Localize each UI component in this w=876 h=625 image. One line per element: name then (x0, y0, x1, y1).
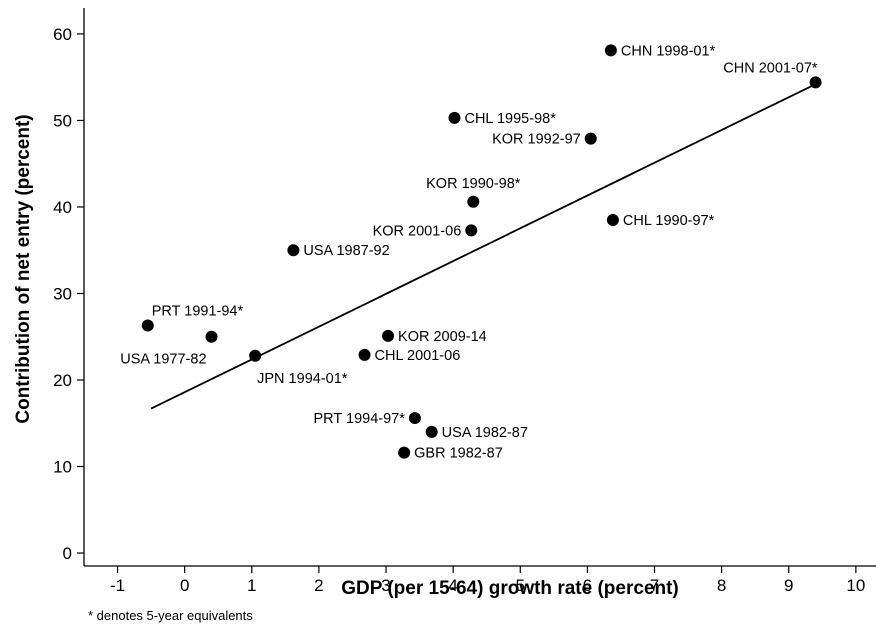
x-axis-title: GDP (per 15-64) growth rate (percent) (341, 578, 679, 599)
point-label: CHL 1995-98* (464, 111, 556, 127)
x-tick-label: 2 (314, 576, 323, 595)
x-tick-label: 10 (846, 576, 865, 595)
data-point (809, 76, 822, 89)
fit-line (150, 83, 816, 410)
scatter-chart: 0 10 20 30 40 50 60 -1 0 1 2 3 4 5 6 7 8 9 10 CHN 1998-01*… (13, 8, 876, 599)
data-point (606, 213, 619, 226)
x-tick-label: 5 (516, 576, 525, 595)
y-tick-label: 60 (53, 25, 72, 44)
y-tick-label: 0 (63, 544, 72, 563)
point-label: CHL 1990-97* (623, 213, 715, 229)
data-point (382, 329, 395, 342)
data-point (358, 348, 371, 361)
point-label: CHN 1998-01* (621, 43, 716, 59)
point-label: USA 1987-92 (303, 243, 389, 259)
axes: 0 10 20 30 40 50 60 -1 0 1 2 3 4 5 6 7 8 9 10 (53, 8, 876, 595)
data-points: CHN 1998-01* CHN 2001-07* CHL 1995-98* KOR … (120, 43, 822, 462)
data-point (141, 319, 154, 332)
point-label: KOR 1990-98* (426, 176, 521, 192)
footnote: * denotes 5-year equivalents (88, 608, 253, 623)
point-label: PRT 1991-94* (152, 303, 244, 319)
data-point (425, 425, 438, 438)
data-point (604, 44, 617, 57)
point-label: USA 1982-87 (442, 425, 528, 441)
point-label: JPN 1994-01* (257, 371, 348, 387)
point-label: GBR 1982-87 (414, 446, 503, 462)
point-label: CHL 2001-06 (375, 348, 461, 364)
x-tick-label: 6 (583, 576, 592, 595)
y-tick-label: 30 (53, 284, 72, 303)
y-tick-label: 20 (53, 371, 72, 390)
point-label: CHN 2001-07* (723, 60, 818, 76)
data-point (398, 446, 411, 459)
x-tick-label: -1 (110, 576, 125, 595)
data-point (249, 349, 262, 362)
x-tick-label: 8 (717, 576, 726, 595)
data-point (448, 111, 461, 124)
fit-line-group (150, 83, 816, 410)
data-point (408, 412, 421, 425)
point-label: KOR 2009-14 (398, 329, 487, 345)
x-tick-label: 0 (180, 576, 189, 595)
y-tick-label: 40 (53, 198, 72, 217)
data-point (205, 330, 218, 343)
data-point (287, 244, 300, 257)
data-point (467, 195, 480, 208)
point-label: KOR 2001-06 (373, 223, 462, 239)
point-label: PRT 1994-97* (314, 411, 406, 427)
y-tick-label: 50 (53, 111, 72, 130)
x-tick-label: 9 (784, 576, 793, 595)
y-tick-label: 10 (53, 458, 72, 477)
x-tick-label: 3 (381, 576, 390, 595)
point-label: KOR 1992-97 (492, 132, 581, 148)
data-point (584, 132, 597, 145)
point-label: USA 1977-82 (120, 352, 206, 368)
y-axis-title: Contribution of net entry (percent) (13, 114, 34, 423)
x-tick-label: 4 (448, 576, 457, 595)
x-tick-label: 1 (247, 576, 256, 595)
x-tick-label: 7 (650, 576, 659, 595)
data-point (465, 224, 478, 237)
